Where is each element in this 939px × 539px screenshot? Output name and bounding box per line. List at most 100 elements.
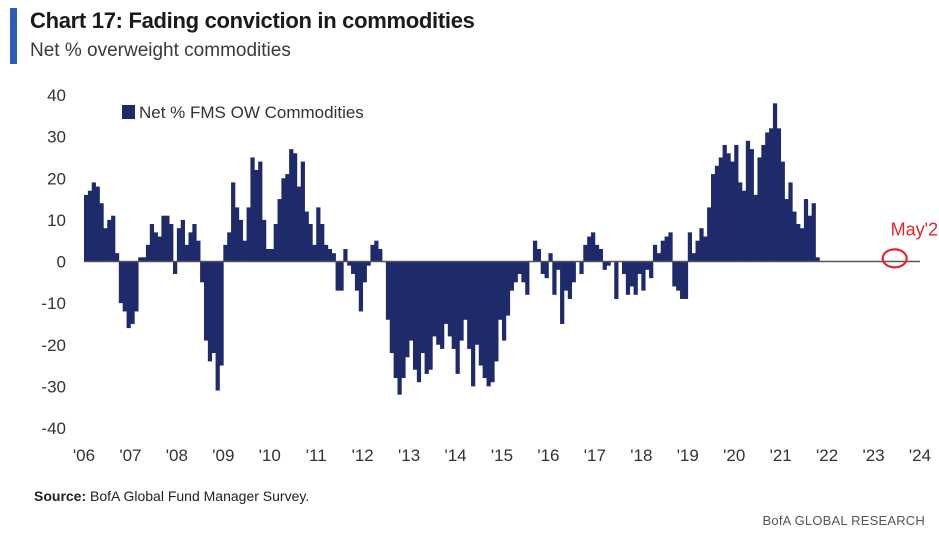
bar [227, 232, 232, 262]
bar [99, 203, 104, 262]
x-tick-label: '16 [537, 446, 559, 465]
bar [428, 261, 433, 370]
bar [138, 257, 143, 262]
bar [281, 178, 286, 262]
bar [649, 261, 654, 279]
bar [176, 228, 182, 262]
bar [730, 161, 735, 262]
bar [300, 161, 305, 262]
bar [738, 182, 743, 262]
bar [471, 261, 476, 387]
chart-title: Chart 17: Fading conviction in commoditi… [30, 8, 475, 33]
bar [455, 261, 460, 374]
y-tick-label: -40 [41, 419, 66, 438]
y-tick-label: -20 [41, 336, 66, 355]
bar [335, 261, 340, 291]
bar [122, 261, 127, 312]
bar [169, 224, 174, 262]
bar [180, 219, 185, 262]
bar [695, 240, 700, 262]
x-tick-label: '07 [119, 446, 141, 465]
x-tick-label: '21 [770, 446, 792, 465]
bar [351, 261, 356, 274]
bar [463, 261, 468, 320]
bar [803, 199, 809, 262]
bar [691, 253, 696, 262]
bar [378, 249, 383, 262]
x-tick-label: '12 [352, 446, 374, 465]
bar [765, 132, 770, 262]
bar [672, 261, 677, 287]
bar [776, 128, 782, 262]
bar [567, 261, 573, 299]
x-tick-label: '23 [862, 446, 884, 465]
bar [262, 219, 267, 262]
bar [370, 244, 375, 262]
bar [130, 261, 135, 324]
bar [807, 215, 812, 262]
bar [389, 261, 394, 354]
bar [165, 215, 170, 262]
bar [699, 228, 704, 262]
bar [385, 261, 391, 320]
bar [405, 261, 410, 358]
y-tick-label: 10 [47, 211, 66, 230]
bar [250, 157, 255, 262]
bar [563, 261, 569, 291]
bar [443, 261, 449, 324]
bar [424, 261, 429, 374]
bar [683, 261, 689, 299]
bar [347, 261, 352, 266]
bar [486, 261, 491, 387]
bar [374, 240, 379, 262]
bar [312, 244, 317, 262]
bar [308, 224, 313, 262]
bar [571, 261, 576, 283]
x-tick-label: '15 [491, 446, 513, 465]
bar [711, 174, 716, 262]
bar [633, 261, 638, 295]
bar [687, 232, 692, 262]
x-tick-label: '24 [909, 446, 931, 465]
bar [525, 261, 530, 295]
bar [621, 261, 627, 274]
bar [265, 249, 271, 262]
bar [219, 261, 224, 366]
bar [397, 261, 402, 395]
x-tick-label: '13 [398, 446, 420, 465]
bar [796, 224, 801, 262]
bar [490, 261, 495, 383]
bar [118, 261, 124, 304]
source-text: BofA Global Fund Manager Survey. [90, 488, 310, 504]
bar [103, 228, 108, 262]
bar [459, 261, 464, 341]
bar [432, 261, 437, 337]
title-accent-bar [10, 8, 17, 64]
chart-subtitle: Net % overweight commodities [30, 40, 291, 61]
bar [354, 261, 360, 291]
bar [84, 194, 89, 262]
bar [788, 182, 793, 262]
bar [451, 261, 456, 349]
bar [231, 182, 236, 262]
bar [161, 215, 166, 262]
y-tick-label: 20 [47, 169, 66, 188]
x-tick-label: '08 [166, 446, 188, 465]
bar [540, 261, 545, 274]
bar [416, 261, 422, 383]
bar [339, 261, 344, 291]
bar [587, 236, 592, 262]
bar [184, 244, 189, 262]
bar [668, 232, 673, 262]
bar [734, 144, 739, 262]
bar [440, 261, 445, 349]
x-tick-label: '19 [677, 446, 699, 465]
legend-label: Net % FMS OW Commodities [139, 103, 364, 122]
bar [246, 207, 251, 262]
bar [509, 261, 514, 291]
x-tick-label: '22 [816, 446, 838, 465]
x-tick-label: '09 [212, 446, 234, 465]
bar [641, 261, 646, 291]
bar [718, 157, 723, 262]
bar [203, 261, 209, 341]
